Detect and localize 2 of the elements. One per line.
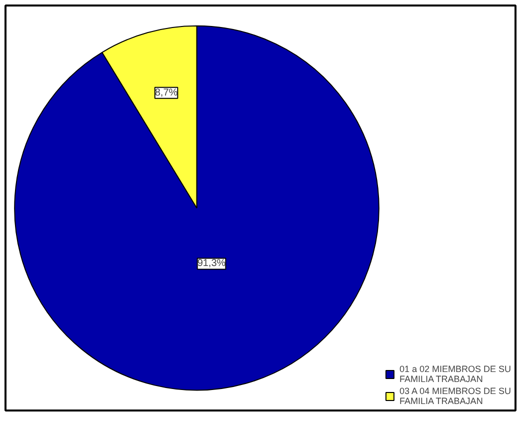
legend-label: 03 A 04 MIEMBROS DE SU FAMILIA TRABAJAN xyxy=(399,386,511,406)
legend-label: 01 a 02 MIEMBROS DE SU FAMILIA TRABAJAN xyxy=(399,364,511,384)
